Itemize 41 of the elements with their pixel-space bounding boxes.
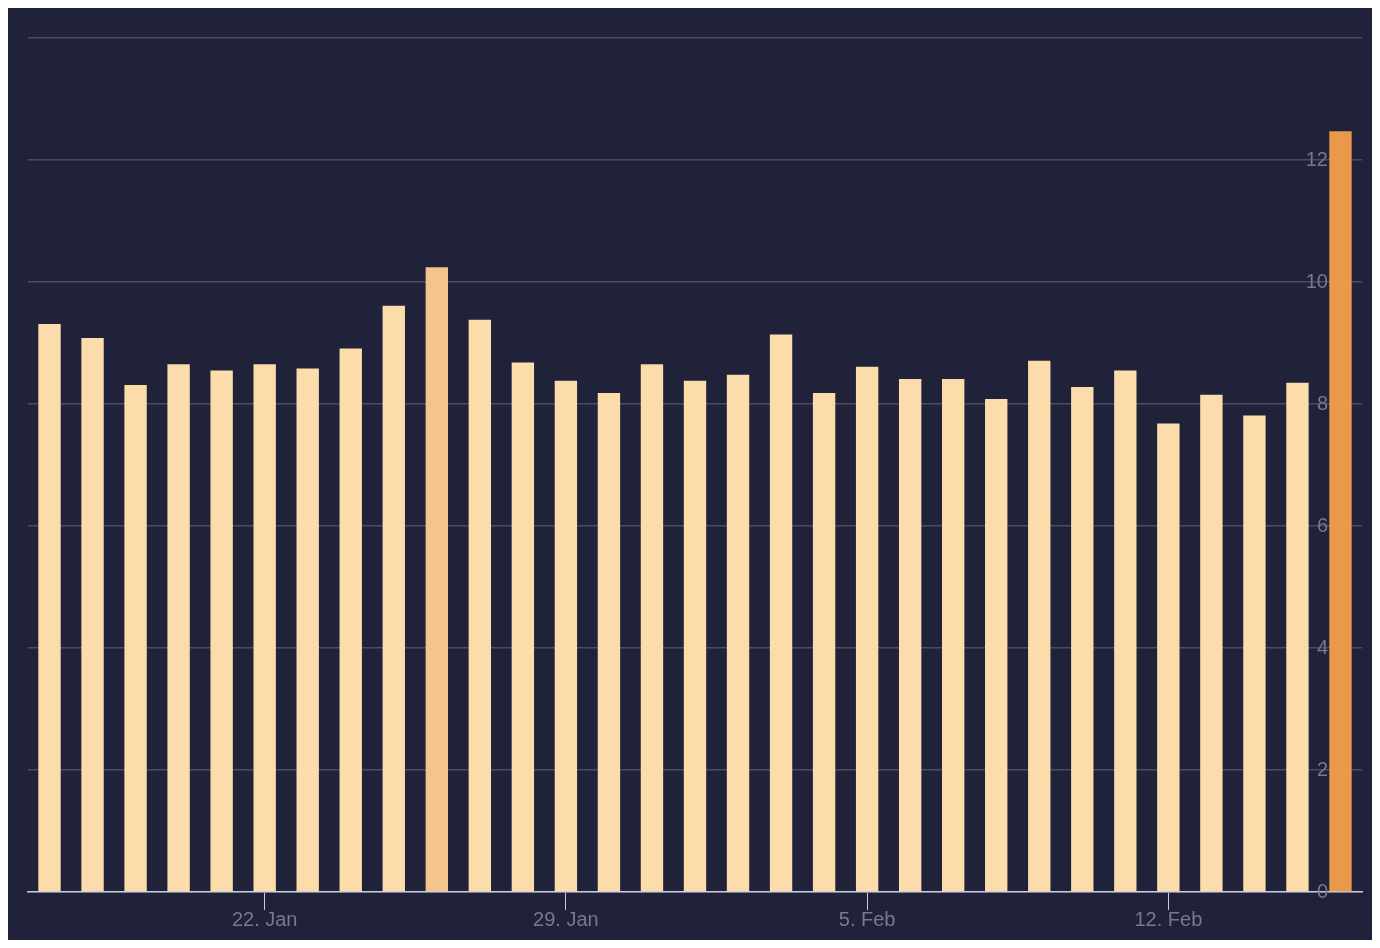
bar [640, 364, 664, 892]
bar [898, 378, 922, 892]
bar [1071, 386, 1094, 892]
bar [1028, 360, 1051, 892]
x-tick-label: 5. Feb [838, 907, 896, 930]
bar [38, 324, 61, 892]
bar [253, 364, 276, 892]
bar [1243, 415, 1266, 892]
bar [511, 362, 535, 892]
bar [769, 334, 793, 892]
bar [210, 370, 233, 892]
bar [683, 380, 707, 892]
bar [425, 267, 448, 892]
bar [1114, 370, 1137, 892]
bar [942, 378, 965, 892]
bar [339, 348, 362, 892]
y-tick-label: 8 [1316, 391, 1328, 414]
bar [81, 338, 104, 892]
y-tick-label: 12 [1305, 147, 1328, 170]
bar [812, 393, 836, 892]
y-tick-label: 10 [1305, 269, 1328, 292]
bar [468, 319, 492, 892]
bar [382, 305, 405, 892]
x-tick-label: 29. Jan [533, 907, 599, 930]
bar [985, 399, 1008, 892]
x-tick-label: 12. Feb [1134, 907, 1203, 930]
y-tick-label: 4 [1316, 635, 1328, 658]
bar [296, 368, 319, 892]
bar [1329, 131, 1352, 892]
bar [1200, 394, 1223, 892]
bar [726, 374, 750, 892]
bar [167, 364, 190, 892]
bar [554, 380, 578, 892]
bar [855, 366, 879, 892]
x-tick-label: 22. Jan [231, 907, 298, 930]
bar [1286, 382, 1309, 892]
y-tick-label: 6 [1316, 513, 1328, 536]
bar [124, 385, 147, 892]
y-tick-label: 2 [1316, 757, 1328, 780]
bar [1157, 423, 1180, 892]
bar [597, 393, 621, 892]
